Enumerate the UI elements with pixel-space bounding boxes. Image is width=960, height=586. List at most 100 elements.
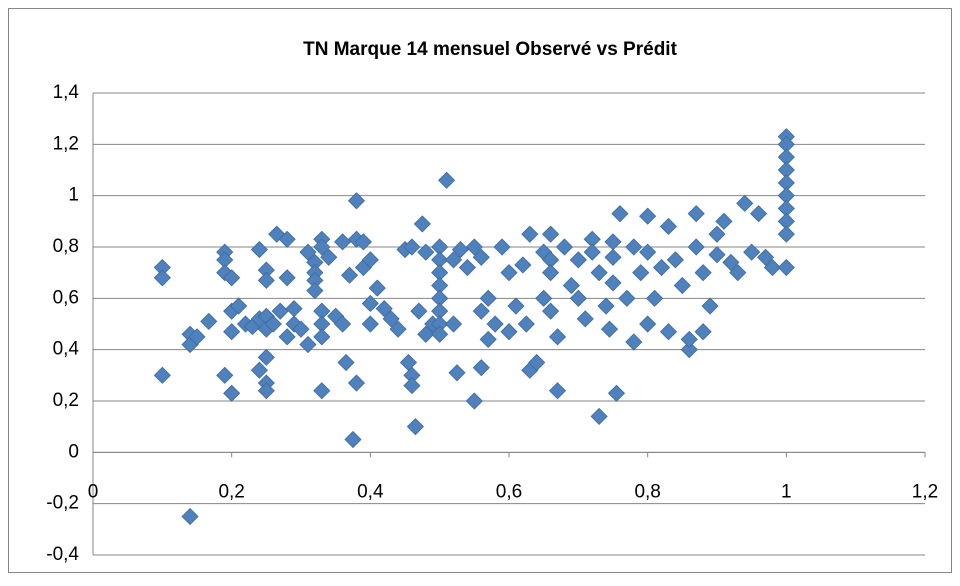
point [500,323,518,341]
point [354,233,372,251]
point [659,323,678,341]
point [181,507,199,526]
point [548,328,567,346]
point [313,382,331,400]
point [389,320,407,338]
point [216,366,234,384]
point [680,330,698,348]
point [694,323,712,341]
y-tick-label: 0,2 [53,390,79,411]
point [750,205,768,223]
point [306,282,324,300]
point [542,302,560,320]
point [313,238,331,256]
point [344,430,362,449]
point [188,328,206,346]
point [569,251,587,269]
point [444,315,463,333]
point [472,248,490,266]
point [479,289,497,307]
point [257,382,275,400]
x-tick-label: 0,8 [634,481,660,502]
point [361,251,379,269]
point [507,297,525,315]
point [514,256,532,274]
y-tick-label: 0,6 [53,287,79,308]
point [680,341,698,359]
point [320,248,338,266]
point [576,310,594,328]
y-tick-label: 0 [68,441,79,462]
point [555,238,574,256]
point [417,243,435,261]
point [590,264,608,282]
point [500,264,518,282]
point [687,205,705,223]
point [223,323,241,341]
point [472,302,490,320]
point [292,320,310,338]
point [368,279,386,297]
point [607,384,626,402]
point [493,238,511,256]
point [659,217,678,236]
point [472,359,490,377]
point [438,171,456,189]
y-tick-label: -0,2 [46,493,79,514]
point [600,320,619,338]
point [715,212,733,230]
point [403,377,421,395]
point [701,297,719,315]
point [666,251,684,269]
point [590,407,608,425]
point [153,269,171,287]
x-tick-label: 0 [88,481,99,502]
point [542,264,560,282]
point [347,374,366,392]
point [334,315,352,333]
point [673,276,691,295]
point [448,364,466,382]
point [444,251,463,269]
point [271,302,289,320]
point [230,297,248,315]
point [625,238,643,256]
point [548,382,567,400]
point [361,294,379,313]
point [406,418,424,436]
y-tick-label: 1,2 [53,133,79,154]
point [611,205,629,223]
point [652,258,671,277]
point [451,241,470,259]
point [257,348,275,366]
point [278,328,296,346]
point [153,366,171,384]
point [763,258,782,277]
point [639,315,657,333]
point [743,243,761,261]
point [708,225,726,243]
point [278,269,296,287]
point [465,238,483,256]
point [340,266,359,284]
point [604,248,622,266]
point [413,215,431,233]
point [347,192,366,210]
point [337,353,355,372]
point [687,238,705,256]
point [264,315,282,333]
point [597,297,615,315]
point [334,233,352,251]
chart-border [8,8,952,573]
point [528,353,546,372]
point [431,325,449,343]
point [736,194,754,212]
point [299,335,317,354]
point [417,325,435,343]
point [410,302,428,320]
point [583,243,601,261]
y-tick-label: 1 [68,185,79,206]
point [458,258,476,277]
